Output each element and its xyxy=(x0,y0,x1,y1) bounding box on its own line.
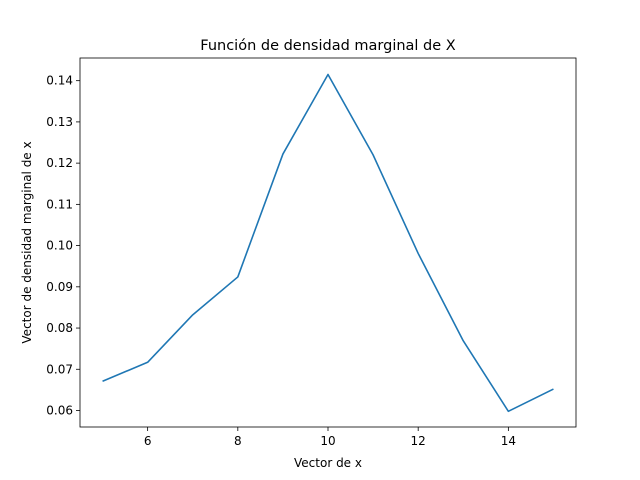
y-tick-label: 0.14 xyxy=(46,74,73,88)
series-line xyxy=(102,73,554,413)
y-tick-label: 0.12 xyxy=(46,156,73,170)
y-axis-label: Vector de densidad marginal de x xyxy=(20,141,34,343)
y-axis: 0.06 0.07 0.08 0.09 0.10 0.11 0.12 0.13 0.14 xyxy=(46,74,80,418)
x-tick-label: 12 xyxy=(411,434,426,448)
x-tick-label: 10 xyxy=(320,434,335,448)
x-tick-label: 14 xyxy=(501,434,516,448)
y-tick-label: 0.10 xyxy=(46,239,73,253)
y-tick-label: 0.08 xyxy=(46,321,73,335)
plot-area xyxy=(79,57,577,428)
series-group xyxy=(102,73,554,413)
chart-title: Función de densidad marginal de X xyxy=(200,38,456,54)
x-axis-label: Vector de x xyxy=(294,456,362,470)
y-tick-label: 0.09 xyxy=(46,280,73,294)
x-axis: 6 8 10 12 14 xyxy=(144,427,516,448)
x-tick-label: 8 xyxy=(234,434,242,448)
x-tick-label: 6 xyxy=(144,434,152,448)
y-tick-label: 0.07 xyxy=(46,362,73,376)
y-tick-label: 0.11 xyxy=(46,197,73,211)
y-tick-label: 0.06 xyxy=(46,404,73,418)
y-tick-label: 0.13 xyxy=(46,115,73,129)
